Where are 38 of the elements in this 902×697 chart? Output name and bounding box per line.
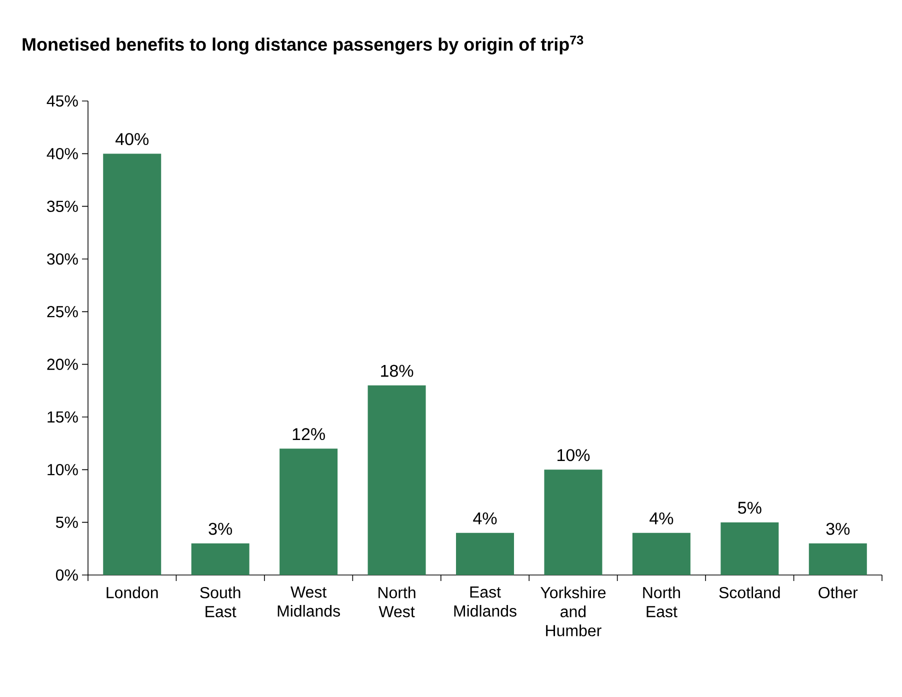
x-tick-label: East Midlands: [454, 586, 516, 617]
bar: [191, 543, 250, 575]
bar: [544, 470, 602, 575]
bar: [632, 532, 690, 575]
data-label: 18%: [381, 364, 414, 377]
data-label: 10%: [558, 449, 590, 462]
bar: [280, 448, 338, 575]
y-tick-label: 15%: [48, 411, 78, 423]
data-label: 5%: [738, 502, 762, 514]
y-tick-label: 20%: [47, 358, 78, 370]
x-tick-label: North East: [643, 586, 680, 618]
y-tick-label: 25%: [47, 306, 78, 318]
bar: [103, 154, 162, 575]
data-label: 3%: [208, 522, 232, 535]
y-tick-label: 30%: [47, 253, 78, 265]
bar: [368, 385, 426, 575]
data-label: 4%: [473, 512, 497, 524]
x-tick-label: Other: [818, 586, 858, 598]
x-tick-label: West Midlands: [278, 586, 340, 617]
x-tick-label: Scotland: [719, 586, 780, 598]
data-label: 12%: [292, 428, 325, 440]
y-tick-label: 40%: [46, 148, 78, 160]
y-tick-label: 35%: [47, 200, 78, 212]
x-tick-label: North West: [378, 586, 416, 618]
y-tick-label: 45%: [46, 95, 78, 107]
y-tick-label: 5%: [56, 516, 78, 528]
y-tick-label: 0%: [56, 569, 78, 581]
chart-title: Monetised benefits to long distance passengers by origin of trip$^{73}$: [22, 36, 584, 54]
data-label: 3%: [826, 522, 850, 535]
x-tick-label: London: [106, 586, 158, 598]
x-tick-label: South East: [200, 586, 240, 618]
x-tick-label: Yorkshire and Humber: [540, 586, 606, 636]
bar: [456, 532, 514, 575]
bar: [720, 522, 779, 575]
data-label: 40%: [115, 133, 149, 146]
y-tick-label: 10%: [48, 464, 78, 476]
data-label: 4%: [650, 512, 674, 524]
bar: [808, 543, 867, 575]
